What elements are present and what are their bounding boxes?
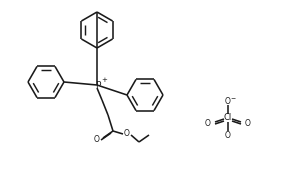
Text: O: O [94,136,100,144]
Text: O: O [225,96,231,106]
Text: O: O [245,119,251,129]
Text: +: + [101,77,107,83]
Text: P: P [95,81,101,89]
Text: O: O [124,129,130,138]
Text: O: O [205,119,211,129]
Text: Cl: Cl [224,113,232,123]
Text: O: O [225,131,231,140]
Text: −: − [230,96,236,100]
